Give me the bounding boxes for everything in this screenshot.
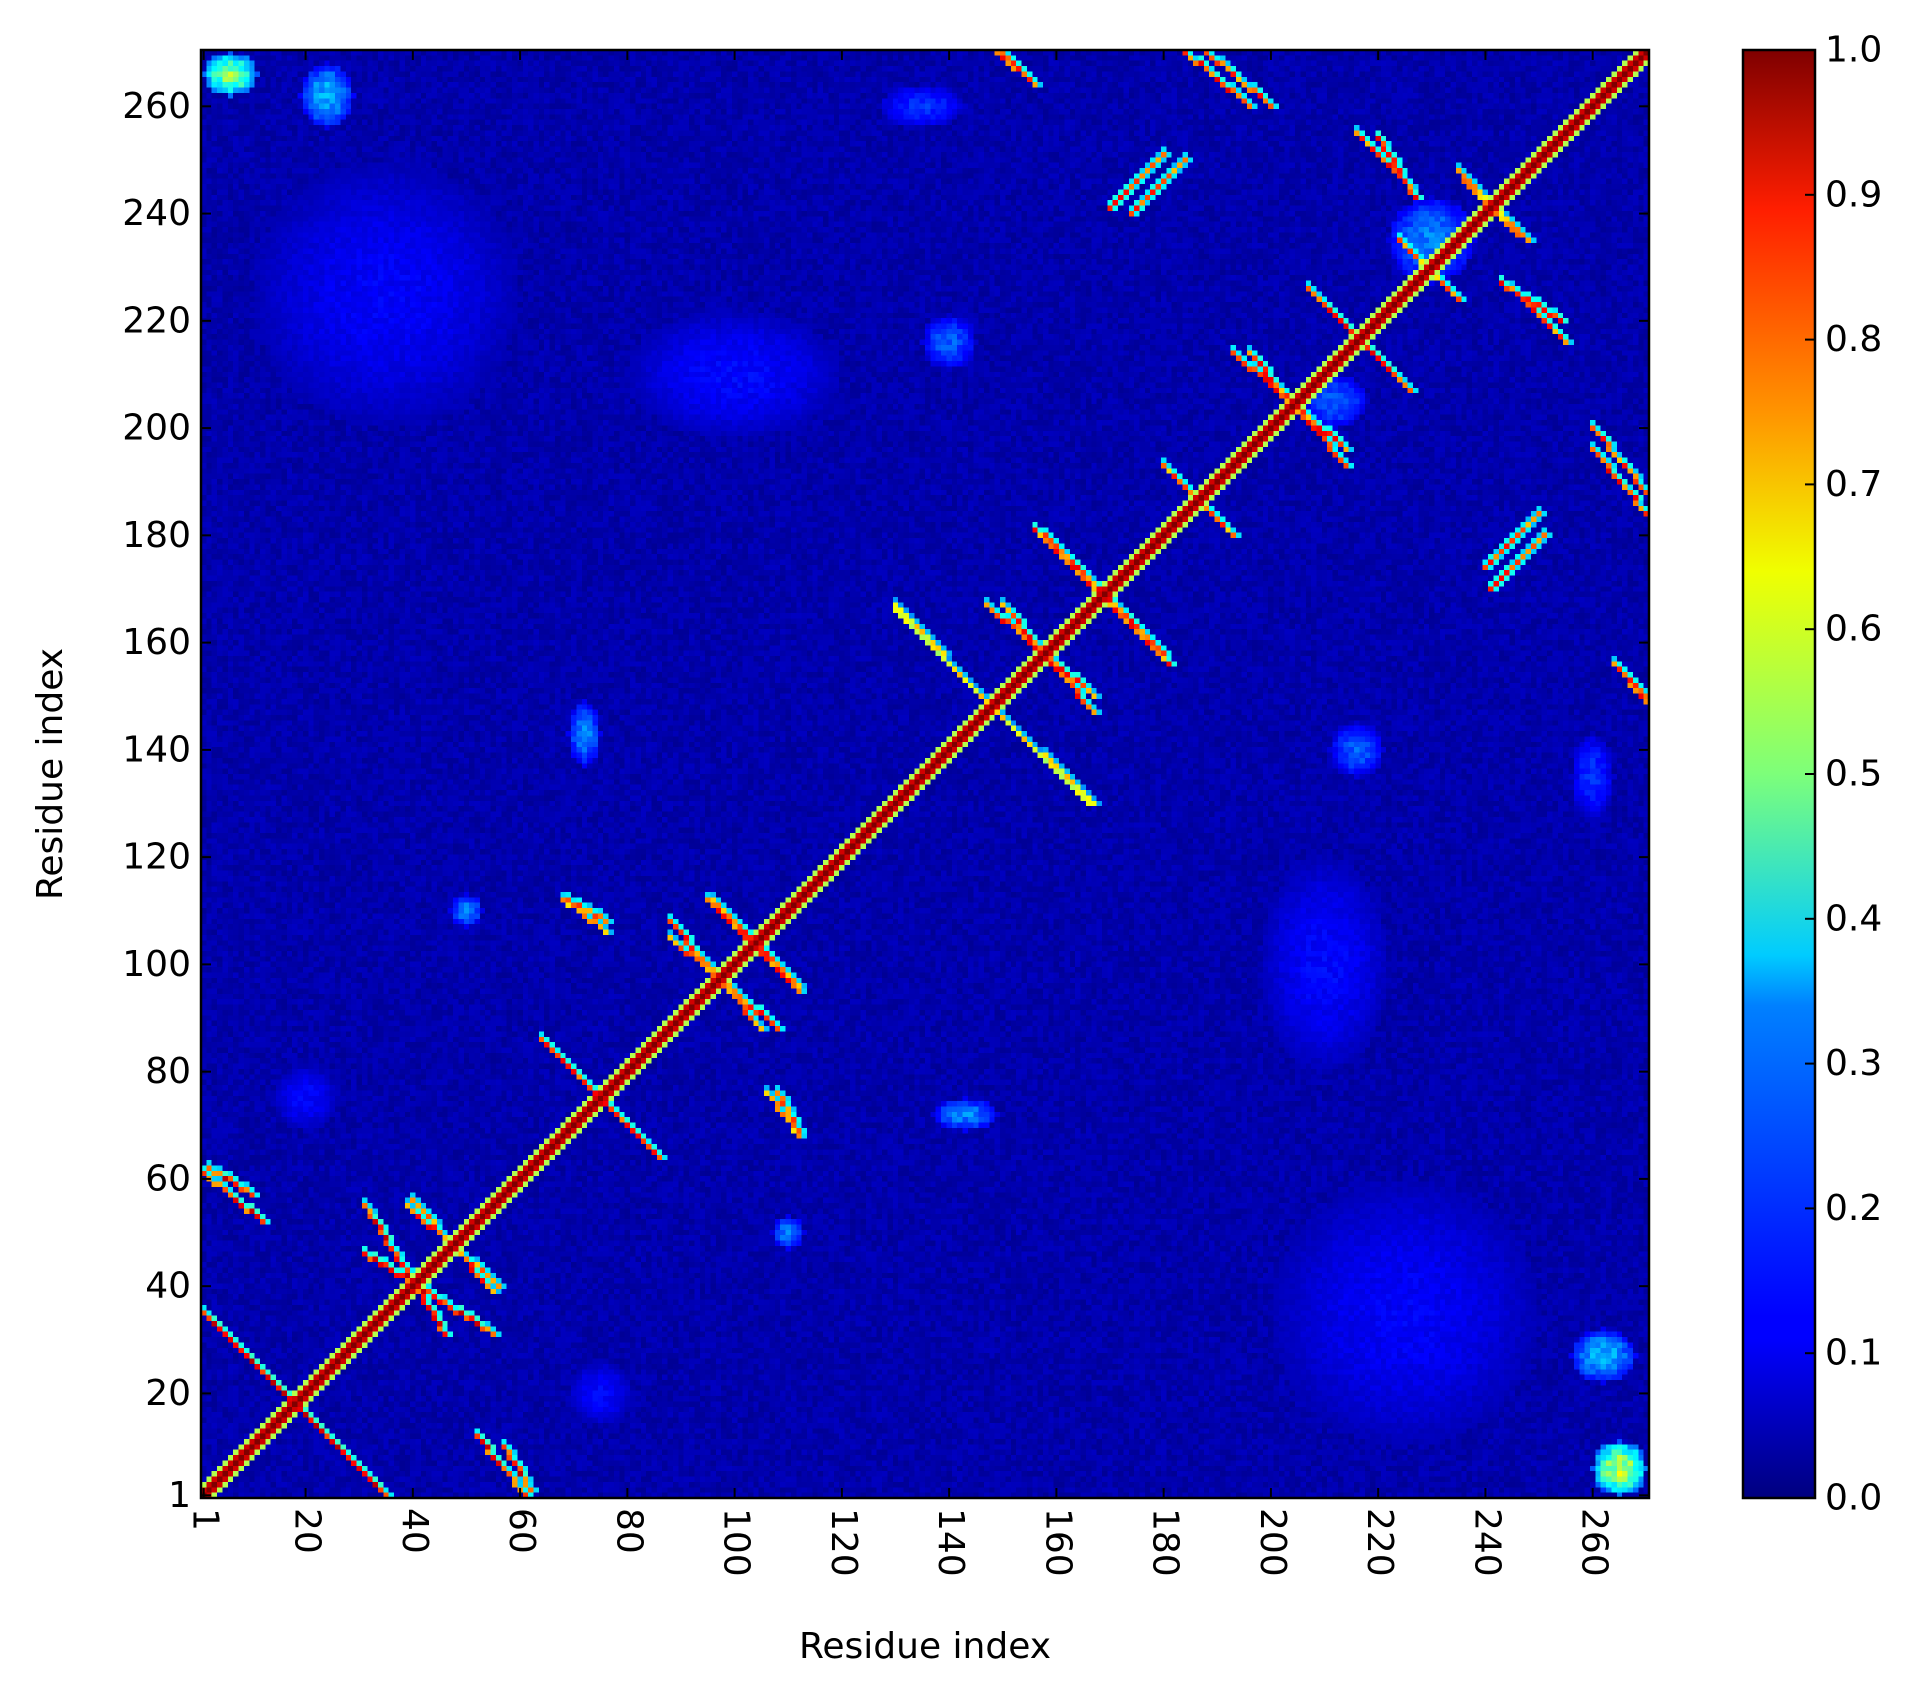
colorbar-ticks: 0.0 0.1 0.2 0.3 0.4 0.5 0.6 0.7 0.8 0.9 1.0	[1805, 30, 1882, 1519]
colorbar-tick-label: 0.5	[1825, 754, 1882, 795]
x-tick-label: 40	[394, 1508, 435, 1554]
x-tick-label: 1	[185, 1508, 226, 1531]
y-tick-label: 1	[168, 1475, 191, 1516]
colorbar: 0.0 0.1 0.2 0.3 0.4 0.5 0.6 0.7 0.8 0.9 1.0	[1741, 30, 1882, 1519]
x-tick-label: 200	[1252, 1508, 1293, 1577]
y-tick-label: 180	[122, 515, 191, 556]
y-tick-label: 80	[145, 1051, 191, 1092]
x-tick-label: 100	[716, 1508, 757, 1577]
heatmap-image	[201, 50, 1649, 1498]
colorbar-tick-label: 0.7	[1825, 464, 1882, 505]
plot-frame	[199, 48, 1651, 1500]
heatmap-plot	[199, 48, 1651, 1500]
x-tick-label: 20	[287, 1508, 328, 1554]
y-tick-label: 160	[122, 622, 191, 663]
colorbar-tick-label: 0.1	[1825, 1333, 1882, 1374]
y-tick-label: 140	[122, 729, 191, 770]
colorbar-tick-label: 0.9	[1825, 174, 1882, 215]
x-tick-label: 160	[1037, 1508, 1078, 1577]
colorbar-tick-label: 0.8	[1825, 319, 1882, 360]
x-axis-label: Residue index	[799, 1626, 1051, 1667]
y-tick-label: 260	[122, 86, 191, 127]
y-tick-label: 40	[145, 1266, 191, 1307]
colorbar-tick-label: 0.4	[1825, 898, 1882, 939]
x-tick-label: 80	[608, 1508, 649, 1554]
x-tick-label: 240	[1466, 1508, 1507, 1577]
y-tick-label: 100	[122, 944, 191, 985]
x-tick-label: 180	[1145, 1508, 1186, 1577]
y-tick-label: 20	[145, 1373, 191, 1414]
x-tick-label: 60	[501, 1508, 542, 1554]
colorbar-tick-label: 0.2	[1825, 1188, 1882, 1229]
colorbar-tick-label: 0.3	[1825, 1043, 1882, 1084]
y-tick-label: 60	[145, 1158, 191, 1199]
y-tick-label: 240	[122, 193, 191, 234]
colorbar-tick-label: 0.0	[1825, 1478, 1882, 1519]
x-tick-label: 140	[930, 1508, 971, 1577]
y-tick-label: 200	[122, 408, 191, 449]
colorbar-gradient	[1743, 50, 1815, 1498]
x-axis-ticks: 1 20 40 60 80 100 120 140 160 180 200 220 240 260	[185, 50, 1615, 1577]
x-tick-label: 220	[1359, 1508, 1400, 1577]
y-axis-label: Residue index	[30, 648, 71, 900]
x-tick-label: 260	[1574, 1508, 1615, 1577]
colorbar-tick-label: 1.0	[1825, 30, 1882, 71]
x-tick-label: 120	[823, 1508, 864, 1577]
y-tick-label: 120	[122, 837, 191, 878]
y-tick-label: 220	[122, 300, 191, 341]
colorbar-tick-label: 0.6	[1825, 609, 1882, 650]
